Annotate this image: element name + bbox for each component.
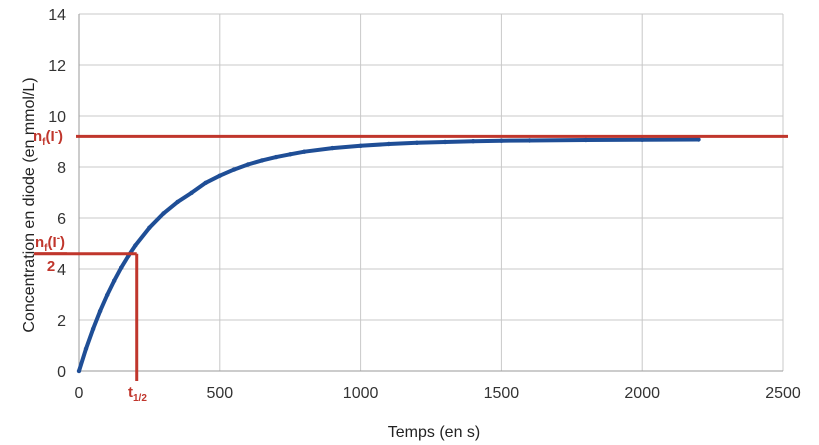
y-tick-label: 12 (48, 58, 66, 75)
annotations: nf(I-) nf(I-) 2 t1/2 (33, 127, 788, 404)
y-tick-label: 14 (48, 7, 66, 24)
chart-grid (78, 13, 784, 372)
y-tick-label: 10 (48, 109, 66, 126)
data-point (119, 265, 124, 270)
x-tick-label: 0 (75, 385, 84, 402)
data-point (414, 140, 420, 145)
x-tick-label: 1000 (343, 385, 379, 402)
data-point (288, 152, 293, 157)
data-series (76, 137, 701, 374)
y-tick-label: 2 (57, 313, 66, 330)
data-point (161, 211, 166, 216)
data-point (90, 326, 96, 332)
x-tick-label: 500 (206, 385, 233, 402)
data-point (112, 278, 117, 283)
data-point (442, 139, 448, 145)
x-axis-label: Temps (en s) (388, 424, 480, 441)
data-point (147, 225, 152, 230)
y-tick-label: 0 (57, 364, 66, 381)
data-point (76, 368, 82, 374)
data-point (245, 162, 251, 167)
x-tick-label: 1500 (484, 385, 520, 402)
half-value-denominator: 2 (47, 258, 55, 275)
data-point (386, 141, 391, 147)
y-tick-label: 4 (57, 262, 66, 279)
data-point (83, 346, 89, 351)
data-point (203, 180, 208, 185)
data-point (330, 145, 335, 151)
data-point (175, 199, 180, 205)
data-point (527, 138, 532, 143)
data-point (217, 173, 222, 178)
data-point (259, 158, 265, 163)
data-point (273, 154, 279, 160)
data-point (499, 138, 504, 143)
data-point (133, 243, 138, 248)
x-tick-label: 2500 (765, 385, 801, 402)
data-point (640, 137, 645, 142)
data-point (302, 149, 307, 154)
y-tick-label: 8 (57, 160, 66, 177)
data-point (696, 137, 701, 142)
data-point (471, 139, 476, 144)
data-point (231, 167, 237, 172)
half-value-numerator: nf(I-) (35, 233, 65, 254)
half-time-label: t1/2 (128, 384, 147, 404)
data-point (189, 190, 194, 195)
data-point (105, 292, 110, 298)
data-point (358, 143, 363, 148)
data-point (97, 308, 103, 314)
y-tick-label: 6 (57, 211, 66, 228)
data-point (583, 137, 589, 143)
series-line (77, 137, 701, 373)
y-axis-label: Concentration en diode (en mmol/L) (21, 77, 38, 332)
final-value-label: nf(I-) (33, 127, 63, 148)
x-tick-label: 2000 (624, 385, 660, 402)
